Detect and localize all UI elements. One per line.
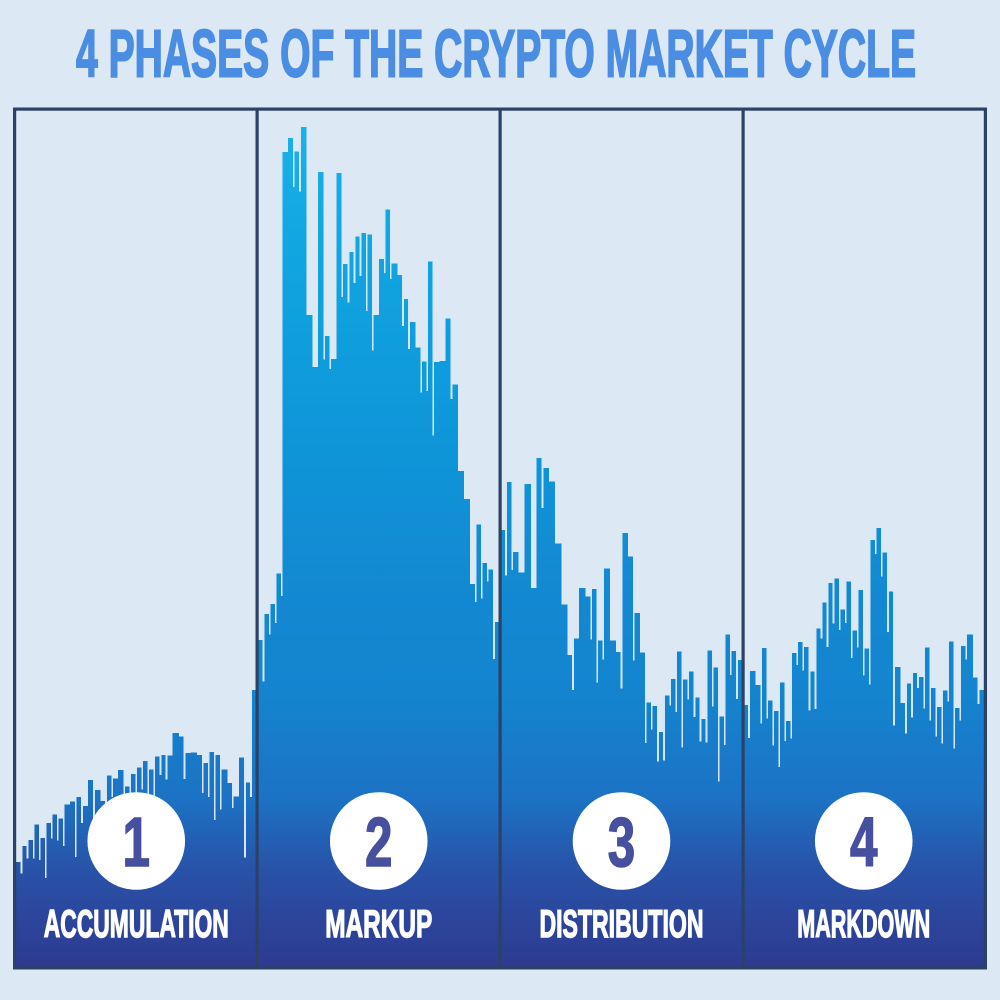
svg-text:4 PHASES OF THE CRYPTO MARKET: 4 PHASES OF THE CRYPTO MARKET CYCLE <box>76 18 916 92</box>
svg-text:MARKUP: MARKUP <box>325 903 432 946</box>
svg-text:ACCUMULATION: ACCUMULATION <box>44 903 229 946</box>
svg-text:3: 3 <box>608 803 636 881</box>
svg-text:DISTRIBUTION: DISTRIBUTION <box>540 903 704 946</box>
svg-text:4: 4 <box>850 803 878 881</box>
svg-text:MARKDOWN: MARKDOWN <box>797 903 930 946</box>
svg-text:1: 1 <box>123 803 151 881</box>
svg-text:2: 2 <box>365 803 393 881</box>
